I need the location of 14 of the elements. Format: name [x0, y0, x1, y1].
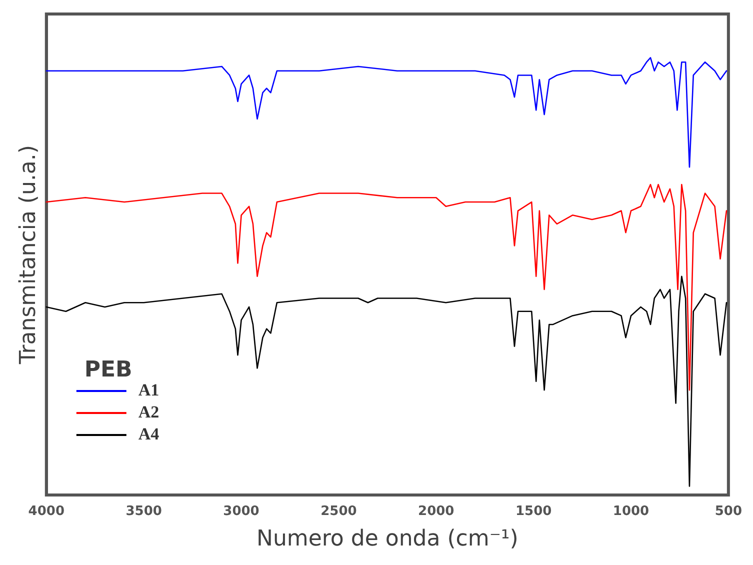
x-tick-label: 500	[714, 504, 742, 520]
x-tick-label: 3000	[223, 504, 260, 520]
legend-title: PEB	[84, 358, 132, 383]
x-tick-label: 2500	[320, 504, 357, 520]
x-tick-label: 2000	[418, 504, 454, 520]
x-axis-title: Numero de onda (cm⁻¹)	[256, 526, 518, 552]
x-tick-label: 1000	[612, 504, 650, 520]
x-tick-label: 4000	[28, 504, 64, 520]
y-axis-title: Transmitancia (u.a.)	[16, 145, 41, 365]
x-tick-label: 1500	[515, 504, 552, 520]
legend-label: A2	[138, 402, 160, 422]
x-tick-label: 3500	[126, 504, 162, 520]
legend-label: A1	[138, 380, 160, 400]
legend-label: A4	[138, 424, 160, 444]
